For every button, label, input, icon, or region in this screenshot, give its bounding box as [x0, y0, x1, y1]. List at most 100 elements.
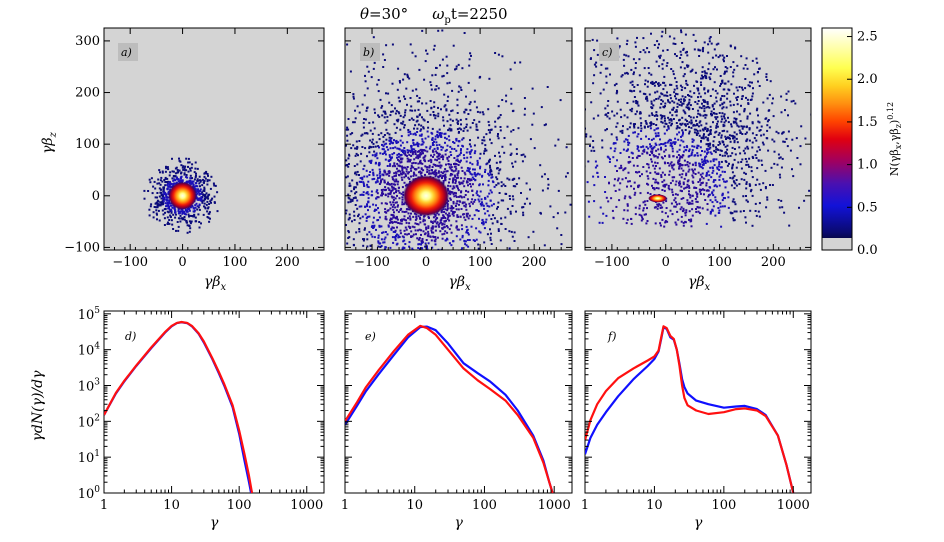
particle-b	[408, 119, 411, 121]
particle-c	[736, 103, 739, 106]
particle-c	[719, 149, 722, 152]
particle-b	[501, 99, 504, 101]
particle-a	[156, 205, 159, 208]
particle-a	[198, 221, 201, 223]
particle-b	[504, 282, 506, 284]
particle-b	[436, 155, 439, 158]
particle-b	[473, 100, 476, 103]
particle-b	[383, 59, 386, 61]
particle-a	[175, 213, 177, 216]
particle-c	[767, 149, 770, 152]
particle-b	[434, 229, 437, 232]
particle-b	[479, 165, 482, 168]
particle-c	[639, 192, 642, 195]
particle-b	[506, 177, 509, 180]
particle-b	[371, 235, 374, 238]
particle-c	[664, 221, 667, 224]
particle-b	[406, 233, 409, 236]
particle-b	[383, 238, 386, 241]
particle-b	[451, 267, 453, 269]
particle-c	[709, 142, 712, 145]
particle-c	[766, 129, 769, 132]
particle-a	[176, 171, 179, 174]
particle-b	[409, 132, 412, 135]
particle-b	[410, 145, 413, 147]
particle-c	[783, 211, 786, 214]
particle-a	[161, 180, 164, 183]
particle-c	[669, 209, 672, 212]
particle-b	[347, 201, 350, 204]
particle-b	[466, 215, 469, 218]
particle-b	[363, 185, 366, 187]
panel-b-tag-box	[360, 43, 380, 61]
particle-b	[522, 206, 525, 209]
particle-b	[366, 191, 369, 194]
particle-b	[467, 190, 470, 193]
particle-b	[465, 208, 468, 211]
particle-c	[776, 163, 779, 166]
particle-a	[206, 173, 209, 175]
particle-c	[665, 200, 668, 203]
particle-c	[819, 139, 821, 141]
particle-b	[465, 225, 468, 228]
particle-c	[685, 172, 688, 175]
particle-b	[372, 203, 375, 206]
particle-b	[419, 162, 422, 165]
particle-b	[420, 274, 422, 276]
particle-c	[709, 160, 712, 163]
particle-c	[739, 120, 742, 123]
particle-a	[158, 187, 161, 190]
particle-c	[772, 115, 775, 118]
particle-b	[406, 149, 409, 152]
particle-c	[708, 40, 711, 43]
particle-c	[646, 47, 649, 50]
particle-b	[525, 182, 528, 185]
particle-a	[193, 178, 196, 181]
particle-b	[543, 173, 546, 176]
particle-b	[430, 279, 432, 281]
particle-b	[408, 149, 411, 152]
particle-a	[199, 190, 202, 193]
particle-a	[170, 211, 173, 214]
particle-c	[697, 171, 700, 174]
particle-c	[664, 105, 666, 108]
particle-a	[199, 179, 201, 182]
particle-a	[171, 170, 174, 173]
particle-c	[743, 108, 746, 110]
particle-b	[393, 220, 396, 223]
particle-b	[433, 147, 436, 150]
x-axis-label-a: γβx	[204, 274, 226, 293]
particle-b	[479, 167, 481, 170]
particle-b	[471, 183, 474, 186]
particle-c	[745, 199, 748, 202]
particle-c	[695, 187, 698, 189]
particle-c	[754, 210, 757, 212]
particle-c	[756, 107, 759, 110]
particle-b	[430, 169, 433, 171]
particle-b	[408, 178, 411, 180]
particle-b	[440, 132, 443, 135]
particle-c	[715, 54, 718, 57]
particle-c	[611, 110, 614, 113]
particle-b	[416, 155, 419, 158]
particle-c	[669, 182, 672, 185]
particle-c	[633, 125, 636, 127]
particle-c	[706, 159, 709, 162]
particle-b	[502, 294, 504, 296]
particle-b	[499, 168, 502, 171]
particle-b	[497, 172, 500, 175]
particle-a	[170, 186, 173, 188]
particle-b	[488, 214, 491, 217]
particle-c	[751, 59, 754, 62]
particle-b	[468, 58, 471, 61]
particle-b	[421, 241, 424, 244]
particle-b	[358, 140, 361, 142]
particle-b	[380, 245, 383, 247]
particle-b	[430, 292, 432, 294]
particle-b	[352, 121, 355, 124]
particle-c	[668, 118, 671, 121]
particle-c	[723, 113, 726, 116]
particle-b	[423, 149, 426, 152]
particle-c	[640, 124, 642, 127]
particle-c	[692, 123, 695, 126]
